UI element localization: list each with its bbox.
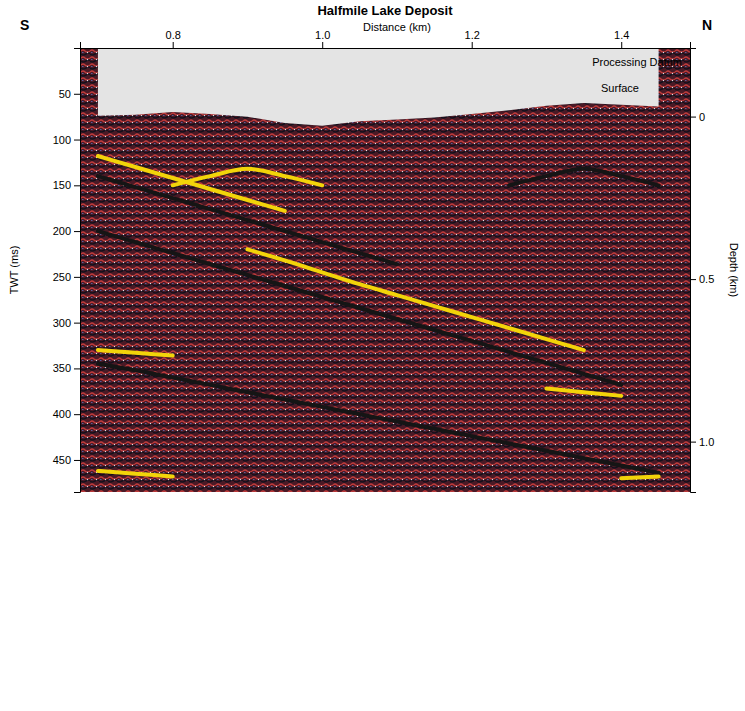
x-axis-title: Distance (km) xyxy=(363,21,431,33)
tick-mark xyxy=(74,231,80,232)
tick: 450 xyxy=(53,454,80,466)
axis-line xyxy=(691,49,697,493)
tick-mark xyxy=(690,442,696,443)
reflector xyxy=(173,169,323,185)
tick-mark xyxy=(74,185,80,186)
y-axis-title: TWT (ms) xyxy=(8,246,20,295)
surface-label: Surface xyxy=(601,82,639,94)
y2-axis-title: Depth (km) xyxy=(728,243,740,297)
tick-label: 1.0 xyxy=(699,436,714,448)
direction-south: S xyxy=(20,17,29,33)
tick-mark xyxy=(74,277,80,278)
chart: 0.81.01.21.45010015020025030035040045000… xyxy=(0,0,745,711)
tick-label: 150 xyxy=(53,179,71,191)
tick: 100 xyxy=(53,134,80,146)
tick: 1.2 xyxy=(465,29,480,48)
direction-north: N xyxy=(702,17,712,33)
y-axis: 50 100 150 200 250 300 350 400 450 xyxy=(53,49,81,493)
tick-mark xyxy=(74,368,80,369)
tick: 1.0 xyxy=(690,436,714,448)
tick-label: 0.8 xyxy=(166,29,181,41)
tick-label: 300 xyxy=(53,317,71,329)
tick-label: 450 xyxy=(53,454,71,466)
datum-area xyxy=(98,48,659,126)
tick-label: 100 xyxy=(53,134,71,146)
axis-line xyxy=(74,49,81,493)
tick: 150 xyxy=(53,179,80,191)
tick: 0.8 xyxy=(166,29,181,48)
tick-label: 1.2 xyxy=(465,29,480,41)
axis-line xyxy=(81,42,691,49)
tick-mark xyxy=(621,42,622,48)
tick: 0 xyxy=(690,111,705,123)
tick-label: 1.0 xyxy=(315,29,330,41)
tick-mark xyxy=(74,140,80,141)
tick-mark xyxy=(173,42,174,48)
tick-mark xyxy=(690,117,696,118)
tick-mark xyxy=(690,279,696,280)
tick-mark xyxy=(74,323,80,324)
tick: 200 xyxy=(53,225,80,237)
tick-label: 250 xyxy=(53,271,71,283)
tick-mark xyxy=(74,414,80,415)
title: Halfmile Lake Deposit xyxy=(317,3,453,18)
reflector xyxy=(98,350,621,396)
tick-label: 1.4 xyxy=(614,29,629,41)
reflector xyxy=(247,249,583,350)
reflector xyxy=(98,176,397,264)
tick: 300 xyxy=(53,317,80,329)
tick: 1.4 xyxy=(614,29,629,48)
tick: 0.5 xyxy=(690,273,714,285)
tick: 50 xyxy=(59,88,80,100)
section-background xyxy=(80,48,690,492)
tick-mark xyxy=(74,460,80,461)
tick-label: 200 xyxy=(53,225,71,237)
tick-mark xyxy=(74,94,80,95)
y2-axis: 0 0.5 1.0 xyxy=(690,49,714,493)
tick-mark xyxy=(472,42,473,48)
tick-label: 350 xyxy=(53,362,71,374)
reflector xyxy=(98,471,659,478)
tick-label: 0.5 xyxy=(699,273,714,285)
datum-label: Processing Datum xyxy=(592,56,682,68)
tick: 1.0 xyxy=(315,29,330,48)
tick: 250 xyxy=(53,271,80,283)
tick-mark xyxy=(322,42,323,48)
tick: 350 xyxy=(53,362,80,374)
reflector xyxy=(509,169,659,185)
reflector xyxy=(98,364,659,473)
plot-area xyxy=(98,48,659,478)
tick-label: 400 xyxy=(53,408,71,420)
tick: 400 xyxy=(53,408,80,420)
tick-label: 50 xyxy=(59,88,71,100)
tick-label: 0 xyxy=(699,111,705,123)
